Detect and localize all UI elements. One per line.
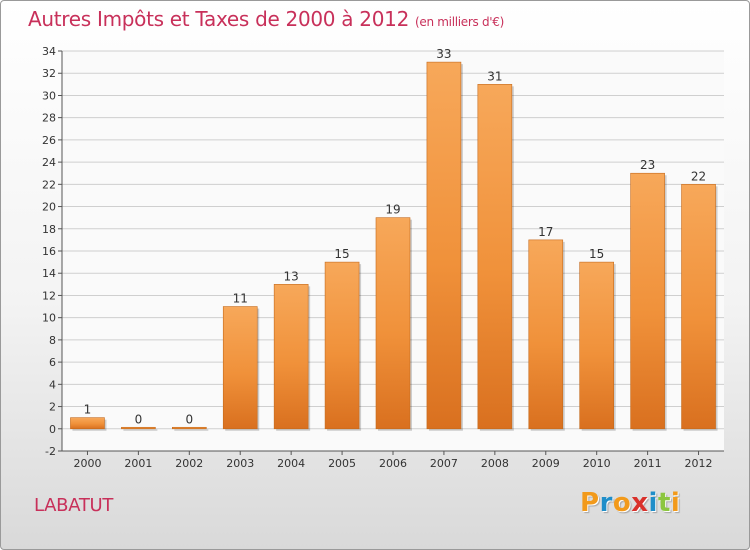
logo-letter: o (612, 488, 632, 518)
bar (579, 261, 614, 430)
bar (528, 239, 564, 430)
x-tick-label: 2004 (277, 457, 305, 470)
chart-title: Autres Impôts et Taxes de 2000 à 2012 (en… (28, 7, 504, 31)
x-tick-label: 2006 (379, 457, 407, 470)
y-tick-label: 0 (49, 423, 56, 436)
bar (681, 184, 716, 430)
x-tick-label: 2011 (634, 457, 662, 470)
data-label: 33 (436, 47, 451, 61)
x-tick-label: 2000 (73, 457, 101, 470)
data-label: 13 (284, 269, 299, 283)
y-tick-label: 8 (49, 334, 56, 347)
x-tick-label: 2002 (175, 457, 203, 470)
logo-letter: i (670, 488, 681, 518)
data-label: 0 (185, 412, 193, 426)
location-label: LABATUT (34, 495, 114, 516)
y-tick-label: 10 (42, 312, 56, 325)
chart-title-text: Autres Impôts et Taxes de 2000 à 2012 (28, 7, 409, 31)
bar-shadow (174, 429, 209, 431)
data-label: 19 (385, 203, 400, 217)
y-tick-label: 4 (49, 378, 56, 391)
y-tick-label: 2 (49, 401, 56, 414)
x-tick-label: 2003 (226, 457, 254, 470)
bar (70, 417, 105, 430)
y-tick-label: 16 (42, 245, 56, 258)
data-label: 1 (84, 403, 92, 417)
x-tick-label: 2008 (481, 457, 509, 470)
y-tick-label: 14 (42, 267, 56, 280)
data-label: 23 (640, 158, 655, 172)
data-label: 11 (233, 292, 248, 306)
logo-letter: x (631, 488, 649, 518)
bar (324, 261, 360, 430)
y-tick-label: 22 (42, 178, 56, 191)
bar (630, 172, 665, 430)
y-tick-label: 20 (42, 201, 56, 214)
y-tick-label: 12 (42, 289, 56, 302)
data-label: 15 (334, 247, 349, 261)
data-label: 15 (589, 247, 604, 261)
x-tick-label: 2012 (685, 457, 713, 470)
logo-letter: i (648, 488, 658, 518)
bar (426, 61, 462, 430)
x-tick-label: 2005 (328, 457, 356, 470)
y-tick-label: 18 (42, 223, 56, 236)
y-tick-label: 26 (42, 134, 56, 147)
data-label: 0 (135, 412, 143, 426)
bar (222, 306, 258, 430)
proxiti-logo: Proxiti (580, 488, 680, 518)
bar (121, 426, 156, 430)
y-tick-label: 34 (42, 45, 56, 58)
bar (375, 217, 411, 430)
bar-shadow (123, 429, 158, 431)
bar (477, 84, 513, 430)
x-tick-label: 2001 (124, 457, 152, 470)
y-tick-label: 6 (49, 356, 56, 369)
bar (172, 426, 207, 430)
y-tick-label: 32 (42, 67, 56, 80)
x-tick-label: 2010 (583, 457, 611, 470)
data-label: 31 (487, 69, 502, 83)
data-label: 17 (538, 225, 553, 239)
chart-unit: (en milliers d'€) (415, 15, 505, 29)
logo-letter: r (599, 488, 613, 518)
logo-letter: P (580, 488, 600, 518)
y-tick-label: -2 (45, 445, 56, 458)
logo-letter: t (657, 488, 671, 518)
x-tick-label: 2009 (532, 457, 560, 470)
data-label: 22 (691, 169, 706, 183)
y-tick-label: 30 (42, 89, 56, 102)
y-tick-label: 24 (42, 156, 56, 169)
x-tick-label: 2007 (430, 457, 458, 470)
y-tick-label: 28 (42, 112, 56, 125)
bar (273, 284, 309, 430)
